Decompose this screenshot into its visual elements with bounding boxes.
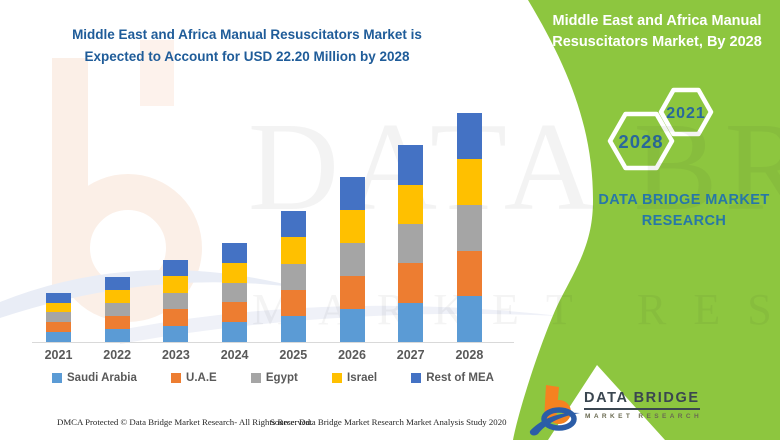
bar-segment-2021-u-a-e — [46, 322, 71, 333]
stacked-bar-2026 — [339, 177, 365, 342]
bar-segment-2024-rest-of-mea — [222, 243, 248, 263]
bar-segment-2027-rest-of-mea — [398, 145, 424, 185]
x-axis-label-2022: 2022 — [103, 348, 132, 362]
legend-label: Rest of MEA — [426, 372, 494, 384]
legend-label: Israel — [347, 372, 378, 384]
bar-segment-2021-saudi-arabia — [46, 332, 71, 342]
bar-segment-2027-egypt — [398, 223, 424, 264]
bar-segment-2022-egypt — [104, 303, 130, 317]
legend-label: Saudi Arabia — [67, 372, 137, 384]
x-axis-label-2021: 2021 — [44, 348, 73, 362]
legend-item-egypt: Egypt — [250, 372, 298, 384]
chart-title-line1: Middle East and Africa Manual Resuscitat… — [72, 27, 422, 42]
stacked-bar-2023 — [163, 259, 189, 342]
bar-segment-2027-saudi-arabia — [398, 302, 424, 342]
legend-item-saudi-arabia: Saudi Arabia — [52, 372, 137, 384]
stacked-bar-2022 — [104, 277, 130, 342]
chart-legend: Saudi Arabia U.A.E Egypt Israel Rest of MEA — [52, 372, 494, 384]
bar-segment-2023-israel — [163, 276, 189, 293]
bar-segment-2026-egypt — [339, 243, 365, 277]
bar-segment-2021-egypt — [46, 312, 71, 323]
copyright-text: DMCA Protected © Data Bridge Market Rese… — [57, 417, 313, 427]
bar-segment-2027-u-a-e — [398, 263, 424, 303]
bar-segment-2026-rest-of-mea — [339, 177, 365, 211]
bar-segment-2028-saudi-arabia — [456, 296, 482, 342]
x-axis-label-2025: 2025 — [279, 348, 308, 362]
green-panel-shape — [513, 0, 780, 440]
source-text: Source: Data Bridge Market Research Mark… — [270, 417, 507, 427]
watermark-text-large: DATA BRIDGE — [248, 98, 780, 237]
bar-segment-2022-rest-of-mea — [104, 277, 130, 291]
bar-segment-2028-u-a-e — [456, 250, 482, 297]
x-axis-label-2026: 2026 — [338, 348, 366, 362]
legend-label: U.A.E — [186, 372, 217, 384]
bar-segment-2022-israel — [104, 290, 130, 304]
stacked-bar-2025 — [280, 211, 306, 342]
bar-segment-2025-israel — [280, 237, 306, 264]
legend-swatch-icon — [250, 373, 261, 383]
bar-chart — [46, 107, 486, 342]
bar-segment-2026-saudi-arabia — [339, 309, 365, 342]
hexagon-2021 — [658, 87, 714, 137]
brand-name-line1: DATA BRIDGE MARKET — [598, 192, 770, 208]
bar-segment-2023-u-a-e — [163, 309, 189, 326]
x-axis-label-2024: 2024 — [220, 348, 249, 362]
logo-wordmark: DATA BRIDGE — [584, 390, 700, 410]
legend-swatch-icon — [411, 373, 422, 383]
brand-name-line2: RESEARCH — [641, 213, 727, 230]
bar-segment-2028-egypt — [456, 204, 482, 251]
company-logo: DATA BRIDGE MARKET RESEARCH — [528, 380, 700, 436]
bar-segment-2023-egypt — [163, 292, 189, 310]
bar-segment-2024-israel — [222, 262, 248, 283]
bar-segment-2025-rest-of-mea — [280, 211, 306, 238]
right-panel-title-line2: Resuscitators Market, By 2028 — [552, 34, 762, 51]
hexagon-2028-label: 2028 — [618, 131, 663, 152]
bar-segment-2027-israel — [398, 184, 424, 224]
right-panel-title-line1: Middle East and Africa Manual — [552, 13, 762, 29]
legend-swatch-icon — [171, 373, 182, 383]
hexagon-2028 — [607, 111, 675, 171]
x-axis-label-2027: 2027 — [396, 348, 425, 362]
bar-segment-2024-saudi-arabia — [222, 322, 248, 342]
bar-segment-2022-u-a-e — [104, 316, 130, 330]
x-axis-line — [32, 342, 514, 343]
bar-segment-2022-saudi-arabia — [104, 329, 130, 342]
legend-swatch-icon — [332, 373, 343, 383]
bar-segment-2023-rest-of-mea — [163, 259, 189, 277]
right-panel-title: Middle East and Africa Manual Resuscitat… — [540, 11, 774, 53]
brand-name-text: DATA BRIDGE MARKET RESEARCH — [586, 190, 780, 232]
bar-segment-2025-u-a-e — [280, 289, 306, 316]
stacked-bar-2028 — [456, 113, 482, 342]
legend-label: Egypt — [265, 372, 298, 384]
bar-segment-2026-israel — [339, 210, 365, 244]
x-axis-label-2028: 2028 — [455, 348, 484, 362]
bar-segment-2021-israel — [46, 302, 71, 313]
stacked-bar-2021 — [46, 292, 71, 342]
x-axis-label-2023: 2023 — [161, 348, 190, 362]
stacked-bar-2024 — [222, 243, 248, 342]
bar-segment-2028-rest-of-mea — [456, 113, 482, 160]
chart-title-line2: Expected to Account for USD 22.20 Millio… — [84, 48, 410, 64]
stacked-bar-2027 — [398, 145, 424, 342]
bar-segment-2025-saudi-arabia — [280, 315, 306, 342]
bar-segment-2025-egypt — [280, 263, 306, 290]
bar-segment-2021-rest-of-mea — [46, 292, 71, 303]
bar-segment-2024-u-a-e — [222, 302, 248, 323]
bar-segment-2028-israel — [456, 159, 482, 205]
bar-segment-2023-saudi-arabia — [163, 325, 189, 342]
logo-tagline: MARKET RESEARCH — [585, 413, 703, 420]
bar-segment-2024-egypt — [222, 282, 248, 303]
legend-swatch-icon — [52, 373, 62, 383]
company-logo-icon — [529, 385, 580, 436]
legend-item-u-a-e: U.A.E — [171, 372, 217, 384]
bar-segment-2026-u-a-e — [339, 276, 365, 310]
chart-title: Middle East and Africa Manual Resuscitat… — [38, 24, 456, 67]
legend-item-israel: Israel — [332, 372, 377, 384]
hexagon-2021-label: 2021 — [666, 105, 706, 122]
legend-item-rest-of-mea: Rest of MEA — [411, 372, 494, 384]
